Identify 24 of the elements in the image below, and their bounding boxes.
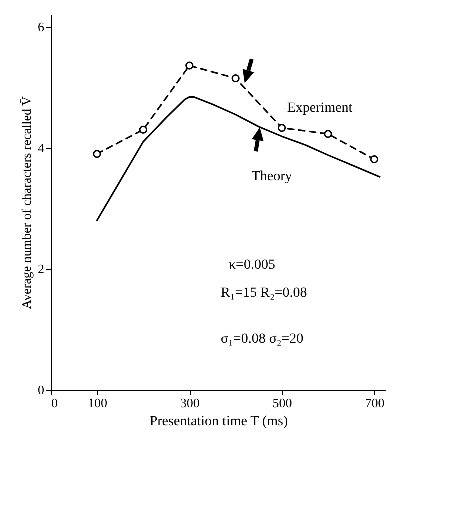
line-series — [96, 96, 381, 222]
x-axis-title: Presentation time T (ms) — [150, 414, 288, 430]
series-label: Theory — [252, 170, 292, 185]
point — [278, 124, 286, 132]
y-axis-title: Average number of characters recalled V̄ — [19, 96, 34, 310]
annotation: R₁=15 R₂=0.08 — [221, 286, 308, 301]
point — [324, 130, 332, 138]
point — [139, 126, 148, 134]
y-tick-label: 0 — [38, 382, 44, 398]
point — [370, 156, 378, 164]
x-tick-label: 500 — [272, 396, 292, 410]
point — [93, 150, 102, 158]
x-tick-label: 700 — [365, 396, 385, 410]
series-label: Experiment — [287, 101, 353, 116]
point — [186, 62, 194, 70]
y-tick-label: 4 — [38, 140, 45, 156]
x-tick-label: 100 — [88, 396, 108, 410]
point — [232, 74, 240, 83]
annotation: σ₁=0.08 σ₂=20 — [221, 332, 304, 347]
x-tick-label: 0 — [52, 396, 58, 410]
x-tick-label: 300 — [180, 396, 200, 410]
y-tick-label: 6 — [38, 20, 45, 35]
annotation: κ=0.005 — [229, 258, 276, 273]
y-tick-label: 2 — [38, 262, 44, 277]
